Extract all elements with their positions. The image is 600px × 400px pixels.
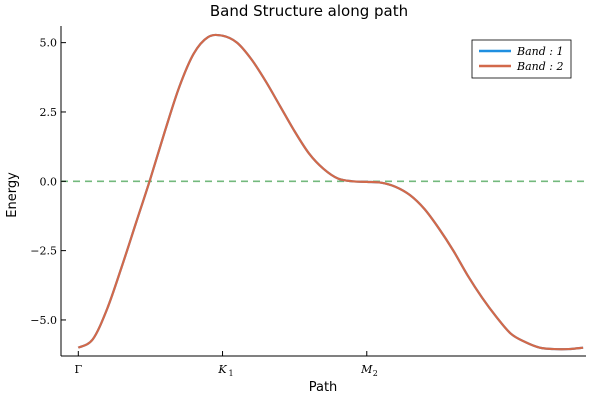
y-axis-label: Energy bbox=[5, 172, 20, 218]
series-line-band-1 bbox=[77, 33, 584, 351]
x-axis-label: Path bbox=[309, 380, 338, 395]
legend: Band : 1 Band : 2 bbox=[471, 39, 572, 79]
x-tick-label: Γ bbox=[74, 363, 82, 376]
y-tick-label: 2.5 bbox=[40, 106, 58, 119]
y-axis-ticks: 5.0 2.5 0.0 −2.5 −5.0 bbox=[30, 37, 66, 327]
x-tick-label: M bbox=[360, 363, 373, 376]
y-tick-label: −5.0 bbox=[30, 314, 57, 327]
series-layer bbox=[77, 33, 584, 351]
y-tick-label: 5.0 bbox=[40, 37, 58, 50]
y-tick-label: −2.5 bbox=[30, 245, 57, 258]
legend-label-band-2: Band : 2 bbox=[516, 60, 563, 73]
chart-title: Band Structure along path bbox=[210, 2, 408, 20]
y-tick-label: 0.0 bbox=[40, 175, 58, 188]
x-tick-subscript: 2 bbox=[373, 369, 378, 378]
x-tick-label: K bbox=[217, 363, 227, 376]
series-line-band-2 bbox=[77, 33, 584, 351]
x-tick-subscript: 1 bbox=[229, 369, 234, 378]
legend-label-band-1: Band : 1 bbox=[516, 45, 563, 58]
legend-box bbox=[471, 39, 572, 79]
